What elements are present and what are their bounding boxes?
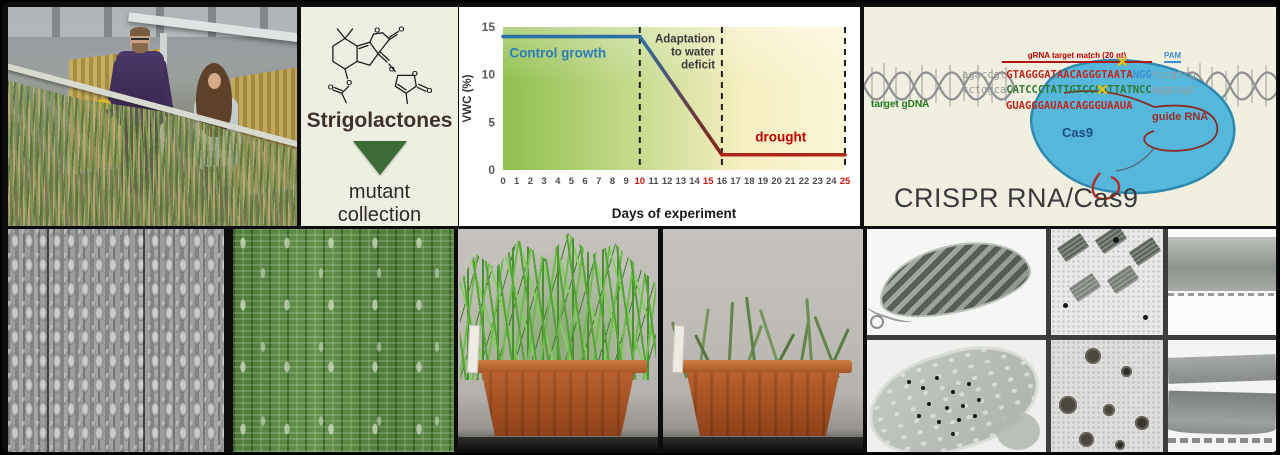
dna-helix-icon	[864, 63, 1014, 109]
strigolactones-title: Strigolactones	[306, 109, 453, 133]
cas9-label: Cas9	[1062, 125, 1094, 140]
svg-text:O: O	[426, 86, 432, 95]
tem-cell-wall-drought	[1168, 340, 1276, 452]
mutant-collection-label: mutant collection	[337, 181, 422, 226]
svg-text:18: 18	[744, 176, 755, 187]
svg-text:3: 3	[541, 176, 546, 187]
svg-text:10: 10	[482, 68, 496, 82]
cas9-protein-icon	[1030, 58, 1236, 201]
leaf-epidermis-micrograph	[233, 229, 454, 452]
strigolactone-panel: O O O O O O O Strigolactones mutant coll…	[301, 7, 458, 226]
svg-text:10: 10	[635, 176, 646, 187]
tem-chloroplast-control	[867, 229, 1046, 335]
svg-text:15: 15	[703, 176, 714, 187]
svg-text:7: 7	[596, 176, 601, 187]
control-plants-photo	[458, 229, 658, 452]
svg-text:21: 21	[785, 176, 796, 187]
greenhouse-photo	[8, 7, 297, 226]
svg-text:12: 12	[662, 176, 673, 187]
black-tray	[663, 437, 863, 452]
vwc-chart-panel: 0 5 10 15 0 1 2 3 4 5 6 7 8 9 10 11 12 13 14 15 16 17 18 19 20 21…	[459, 7, 860, 226]
tem-micrograph-grid	[867, 229, 1276, 452]
svg-text:O: O	[327, 82, 333, 91]
crispr-panel: gRNA target match (20 nt) PAM ✕ ✕ agaccg…	[864, 7, 1276, 226]
svg-text:drought: drought	[755, 129, 806, 144]
svg-text:to water: to water	[671, 46, 716, 58]
svg-text:4: 4	[555, 176, 561, 187]
svg-text:11: 11	[648, 176, 659, 187]
svg-text:9: 9	[623, 176, 628, 187]
svg-text:O: O	[398, 24, 404, 33]
svg-text:5: 5	[488, 115, 495, 129]
svg-text:2: 2	[528, 176, 533, 187]
tem-plastoglobuli-drought	[1051, 340, 1163, 452]
svg-text:O: O	[411, 69, 417, 78]
svg-text:0: 0	[500, 176, 505, 187]
svg-text:deficit: deficit	[681, 59, 715, 71]
svg-text:8: 8	[610, 176, 615, 187]
terracotta-planter	[674, 360, 852, 436]
target-gdna-label: target gDNA	[871, 99, 930, 110]
sem-leaf-surface-micrograph	[8, 229, 224, 452]
svg-text:19: 19	[758, 176, 769, 187]
svg-text:VWC (%): VWC (%)	[462, 74, 474, 122]
crispr-caption: CRISPR RNA/Cas9	[894, 183, 1139, 213]
svg-text:6: 6	[582, 176, 587, 187]
pam-label: PAM	[1164, 51, 1182, 63]
svg-text:O: O	[388, 65, 394, 74]
grna-match-label: gRNA target match (20 nt)	[1002, 51, 1152, 63]
cut-site-icon: ✕	[1096, 82, 1109, 99]
svg-text:25: 25	[840, 176, 851, 187]
svg-text:23: 23	[812, 176, 823, 187]
tem-cell-wall-control	[1168, 229, 1276, 335]
svg-text:Adaptation: Adaptation	[655, 33, 715, 45]
svg-text:1: 1	[514, 176, 520, 187]
svg-text:O: O	[374, 26, 380, 35]
svg-text:13: 13	[676, 176, 687, 187]
black-tray	[458, 437, 658, 452]
svg-text:17: 17	[730, 176, 741, 187]
guide-rna-label: guide RNA	[1152, 111, 1209, 123]
tem-grana-control	[1051, 229, 1163, 335]
svg-text:5: 5	[569, 176, 575, 187]
svg-text:Control growth: Control growth	[509, 46, 606, 61]
drought-plants-photo	[663, 229, 863, 452]
strigolactone-molecule: O O O O O O O	[327, 24, 432, 105]
tem-chloroplast-drought	[867, 340, 1046, 452]
svg-text:15: 15	[482, 20, 496, 34]
terracotta-planter	[469, 360, 647, 436]
cut-site-icon: ✕	[1116, 54, 1129, 71]
svg-text:20: 20	[771, 176, 782, 187]
svg-text:0: 0	[488, 163, 495, 177]
guide-rna-strand: GUAGGGAUAACAGGGUAAUA	[1006, 100, 1133, 112]
dna-top-strand: agaccgtGTAGGGATAACAGGGTAATANGGtccgtcg	[962, 69, 1196, 81]
svg-text:Days of experiment: Days of experiment	[612, 206, 737, 221]
down-arrow-icon	[352, 141, 407, 176]
svg-text:22: 22	[799, 176, 810, 187]
svg-text:16: 16	[717, 176, 728, 187]
svg-text:14: 14	[689, 176, 700, 187]
svg-text:24: 24	[826, 176, 837, 187]
dna-bottom-strand: tctggcaCATCCCTATTGTCCCATTATNCCaggcagc	[962, 84, 1196, 96]
svg-text:O: O	[346, 78, 352, 87]
